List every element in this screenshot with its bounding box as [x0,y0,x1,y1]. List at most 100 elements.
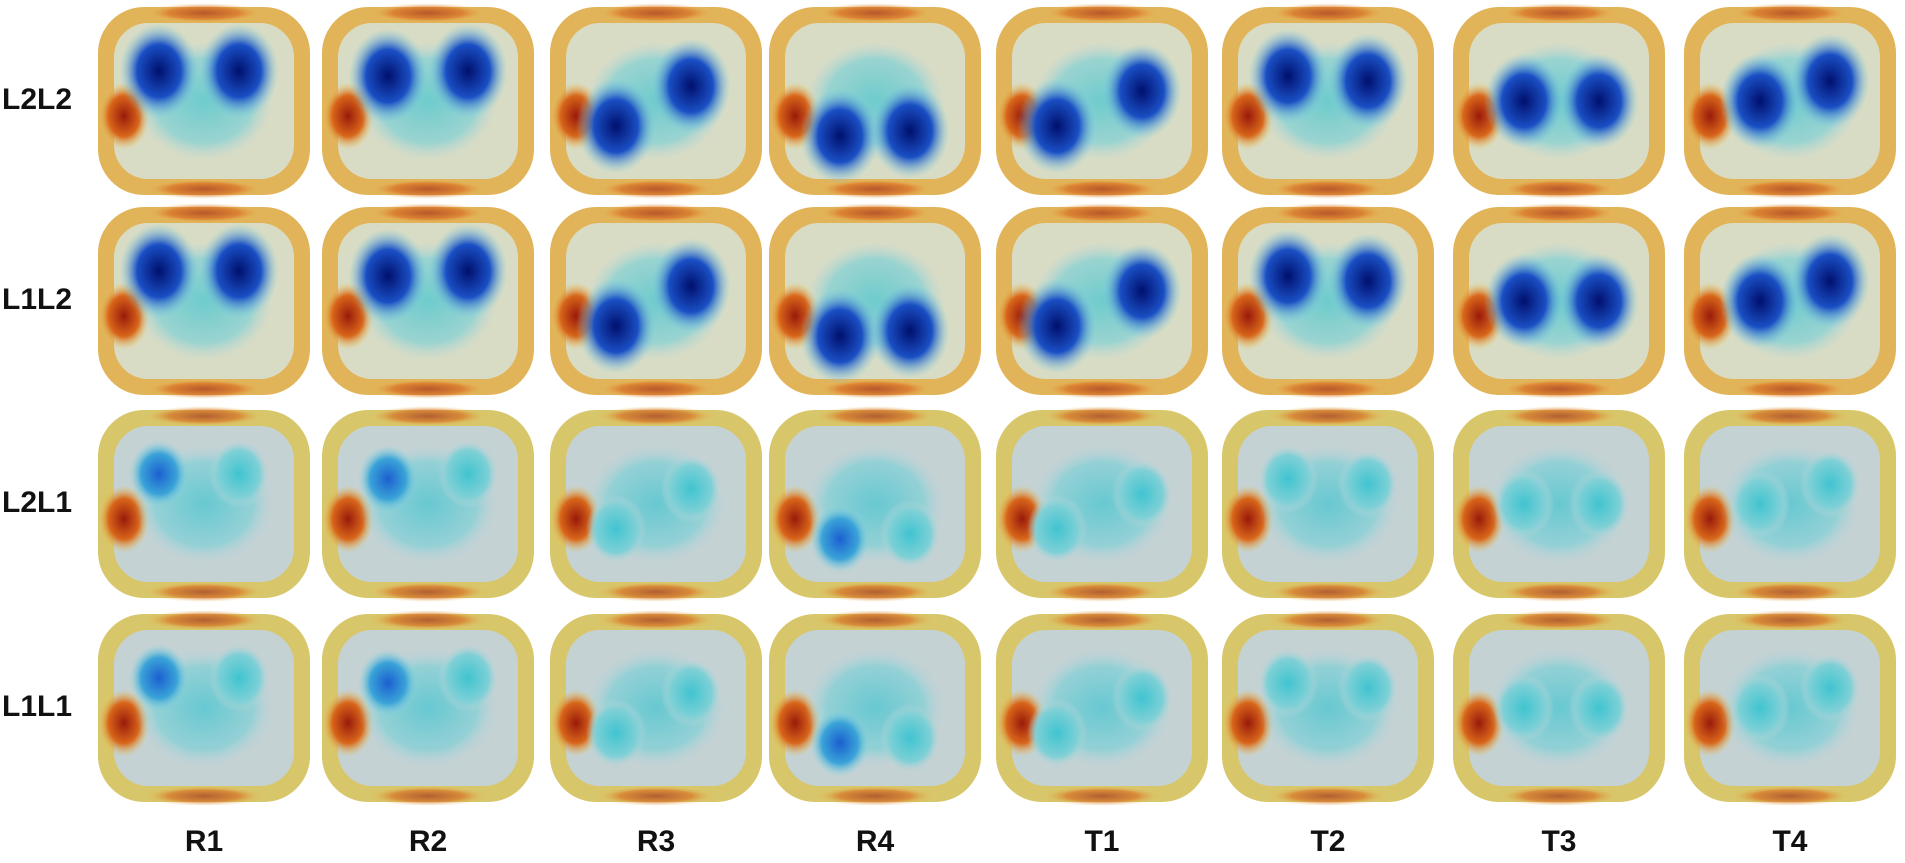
blue-blob [586,495,646,563]
blue-blob [358,445,418,513]
topography-map [322,610,534,806]
topography-map [1684,3,1896,199]
blue-blob [428,223,508,319]
blue-blob [1102,43,1182,139]
blue-blob [1027,495,1087,563]
topography-map [550,406,762,602]
blue-blob [348,28,428,124]
warm-spot [596,3,716,23]
blue-blob [1328,233,1408,329]
topography-map [98,3,310,199]
blue-blob [1112,460,1172,528]
blue-blob [1484,53,1564,149]
blue-blob [800,88,880,184]
blue-blob [1720,253,1800,349]
warm-spot [1042,786,1162,806]
warm-spot [1499,203,1619,223]
blue-blob [661,659,721,727]
blue-blob [129,440,189,508]
blue-blob [651,238,731,334]
warm-spot [596,179,716,199]
warm-spot [1268,203,1388,223]
warm-spot [144,610,264,630]
warm-spot [1499,379,1619,399]
blue-blob [1112,664,1172,732]
warm-spot [815,786,935,806]
column-label: R4 [856,825,895,858]
warm-spot [144,179,264,199]
column-label: T3 [1541,825,1576,858]
blue-blob [586,699,646,767]
topography-map [1453,610,1665,806]
warm-spot [368,610,488,630]
topography-map [550,3,762,199]
topography-map [1222,610,1434,806]
warm-spot [1499,582,1619,602]
warm-spot [1042,203,1162,223]
blue-blob [576,78,656,174]
blue-blob [800,288,880,384]
topography-map [322,406,534,602]
warm-spot [1042,379,1162,399]
blue-blob [1338,450,1398,518]
warm-spot [596,786,716,806]
warm-spot [1042,406,1162,426]
blue-blob [129,644,189,712]
column-label: T2 [1310,825,1345,858]
warm-spot [1730,582,1850,602]
warm-spot [1499,3,1619,23]
blue-blob [810,505,870,573]
warm-spot [144,786,264,806]
blue-blob [1559,253,1639,349]
row-label: L1L2 [2,283,72,316]
warm-spot [144,582,264,602]
topography-map [98,203,310,399]
row-label: L1L1 [2,690,72,723]
warm-spot [1730,786,1850,806]
blue-blob [438,644,498,712]
warm-spot [1499,610,1619,630]
blue-blob [1258,649,1318,717]
blue-blob [209,644,269,712]
warm-spot [1499,406,1619,426]
blue-blob [880,500,940,568]
blue-blob [438,440,498,508]
blue-blob [199,23,279,119]
topography-map [322,203,534,399]
warm-spot [815,582,935,602]
blue-blob [1017,78,1097,174]
blue-blob [1258,445,1318,513]
warm-spot [368,379,488,399]
warm-spot [815,406,935,426]
warm-spot [1730,610,1850,630]
blue-blob [1720,53,1800,149]
topography-map [550,610,762,806]
blue-blob [348,228,428,324]
topography-map [996,203,1208,399]
column-label: T1 [1084,825,1119,858]
blue-blob [810,709,870,777]
warm-spot [368,582,488,602]
warm-spot [368,406,488,426]
topography-map [1453,406,1665,602]
blue-blob [428,23,508,119]
warm-spot [1042,3,1162,23]
topography-map [1684,203,1896,399]
warm-spot [368,786,488,806]
topography-map [322,3,534,199]
warm-spot [596,203,716,223]
topography-map [769,610,981,806]
topography-map [996,3,1208,199]
topography-map [996,610,1208,806]
blue-blob [1569,674,1629,742]
warm-spot [596,582,716,602]
warm-spot [1268,786,1388,806]
topography-map [1453,3,1665,199]
blue-blob [1494,674,1554,742]
blue-blob [1248,228,1328,324]
warm-spot [1730,3,1850,23]
warm-spot [815,3,935,23]
blue-blob [870,83,950,179]
blue-blob [1730,674,1790,742]
topography-map [98,610,310,806]
